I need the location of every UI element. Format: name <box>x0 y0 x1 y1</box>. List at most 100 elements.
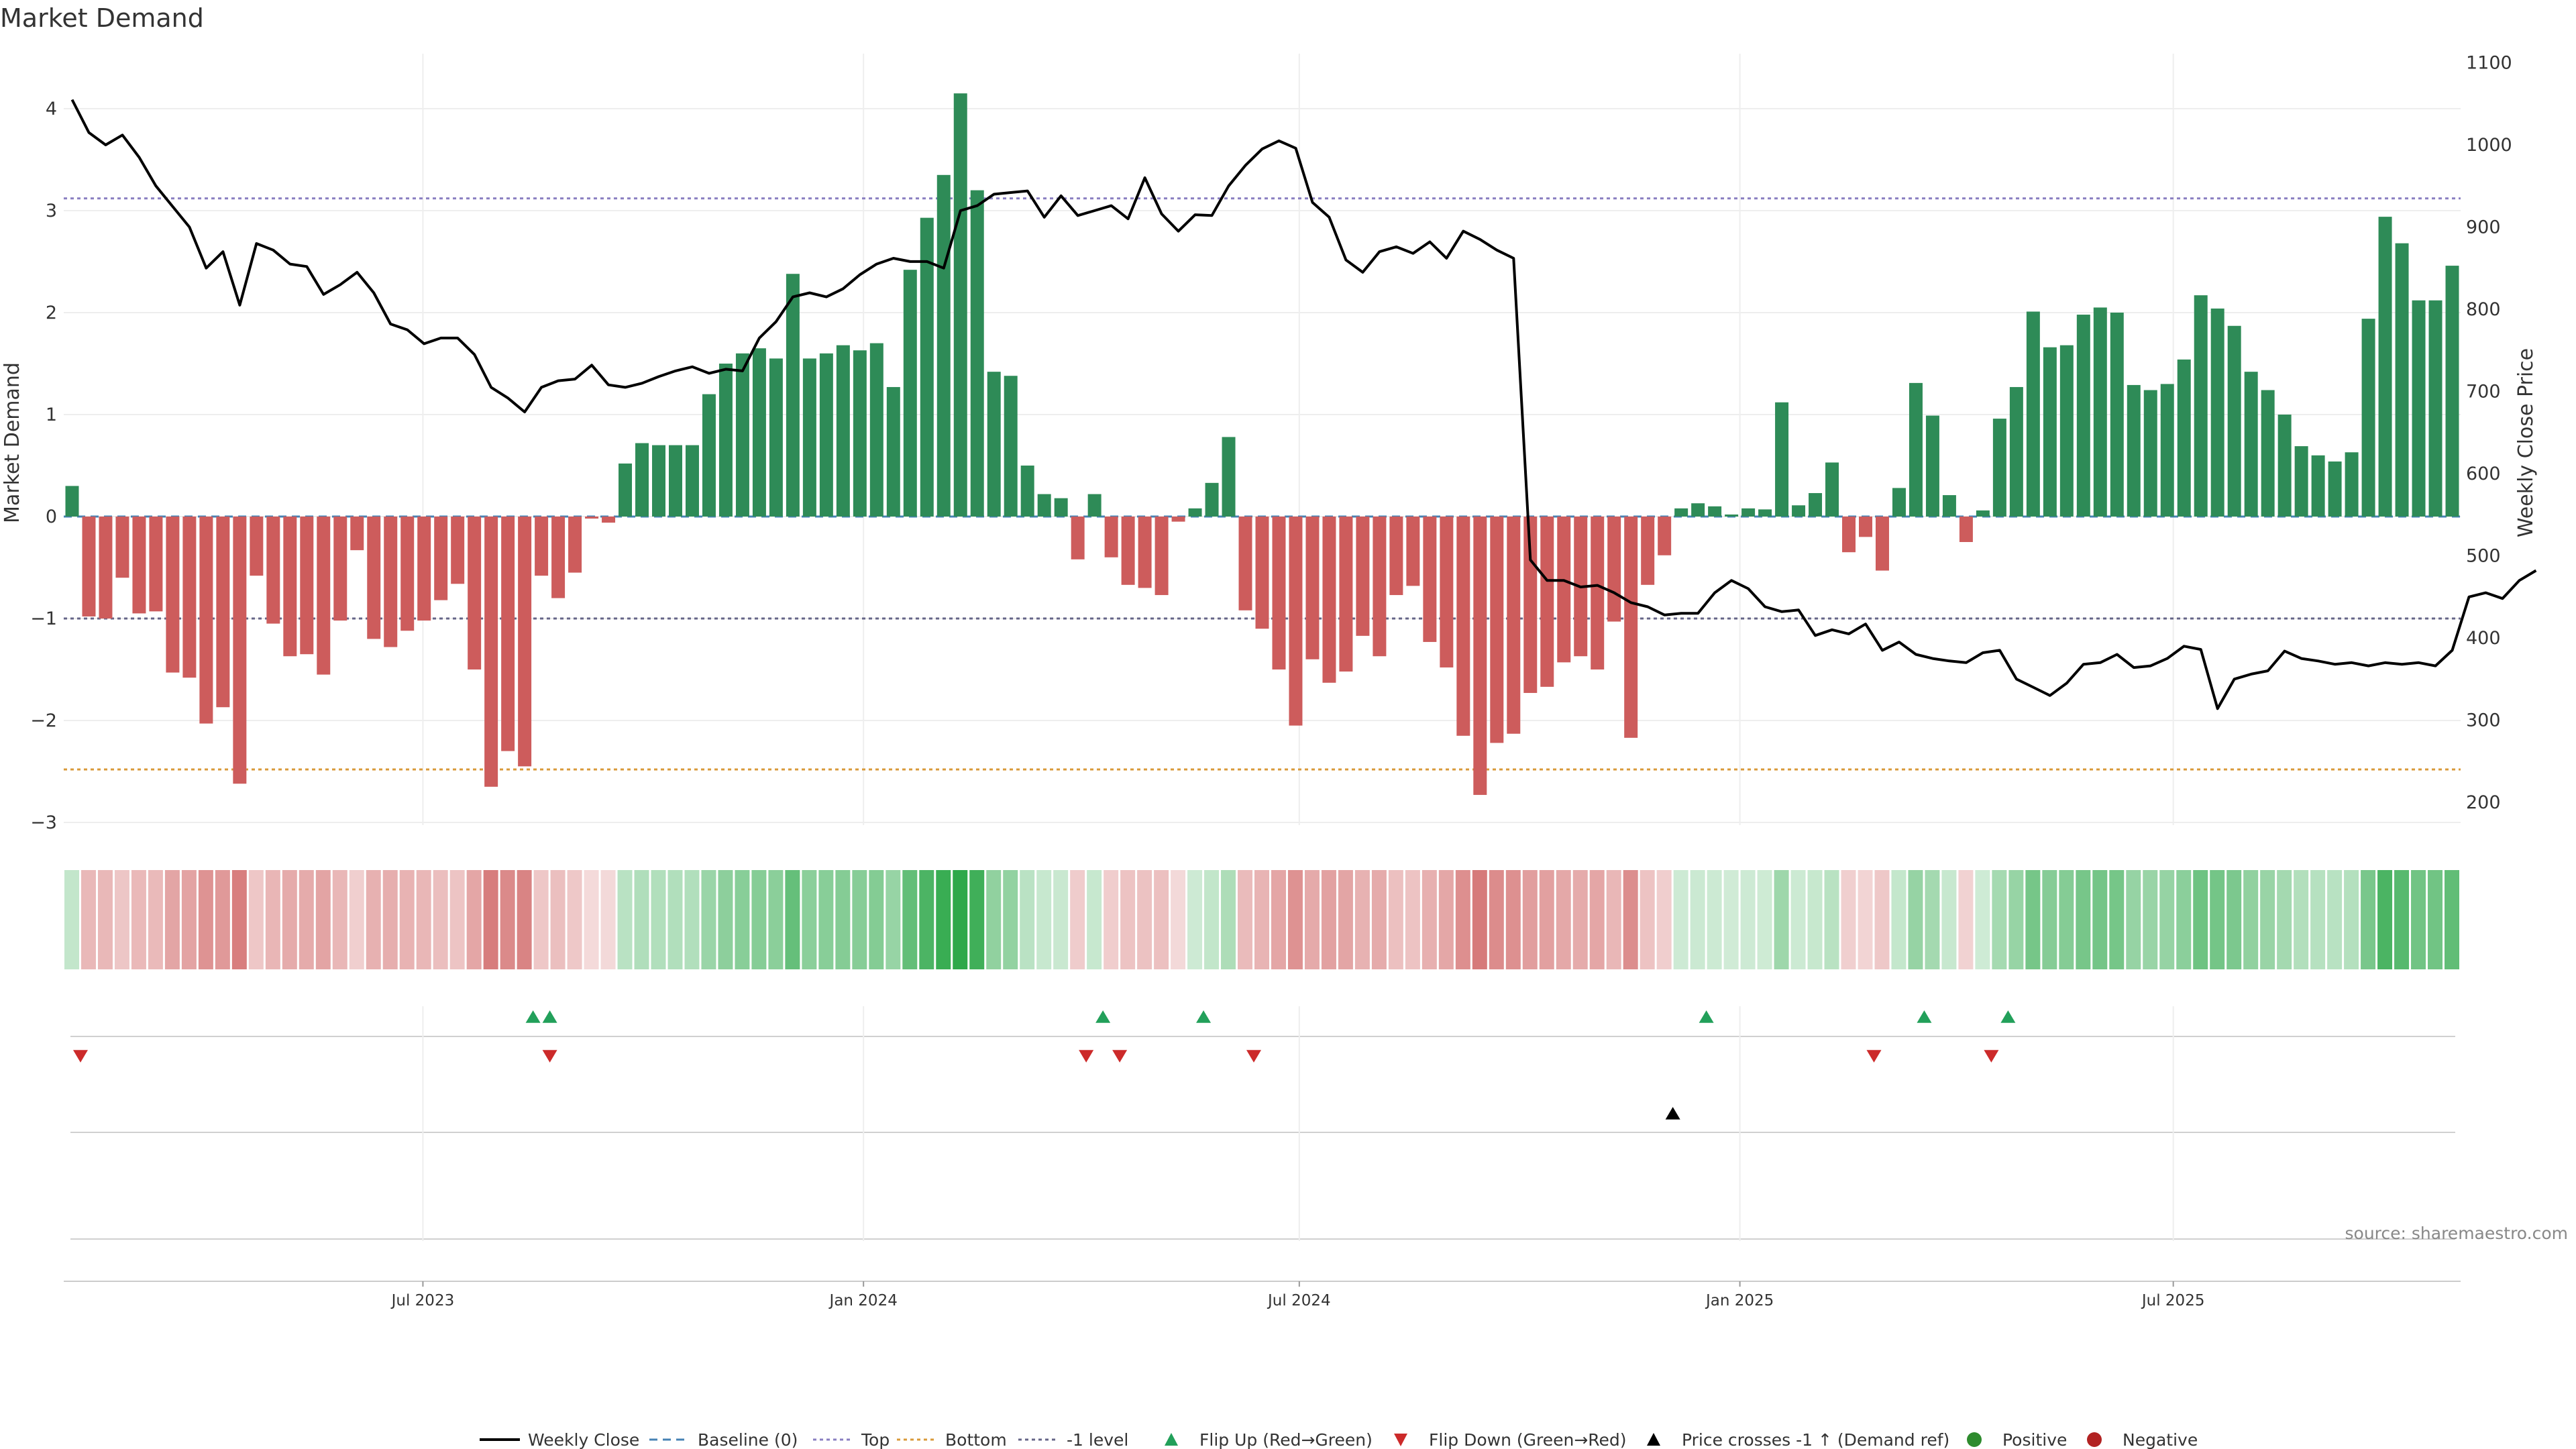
strip-cell <box>1925 870 1940 969</box>
demand-bar <box>1842 517 1856 553</box>
strip-cell <box>1690 870 1705 969</box>
strip-cell <box>751 870 767 969</box>
strip-cell <box>1623 870 1638 969</box>
strip-cell <box>1036 870 1052 969</box>
demand-bar <box>970 190 984 517</box>
demand-bar <box>2076 315 2090 517</box>
strip-cell <box>902 870 918 969</box>
y-right-tick: 200 <box>2466 792 2501 813</box>
demand-bar <box>869 343 883 517</box>
strip-cell <box>517 870 532 969</box>
demand-bar <box>551 517 566 598</box>
strip-cell <box>1154 870 1169 969</box>
demand-bar <box>920 217 934 517</box>
strip-cell <box>1774 870 1789 969</box>
strip-cell <box>2008 870 2024 969</box>
demand-bar <box>819 353 833 517</box>
demand-bar <box>2378 217 2392 517</box>
flip-down-marker <box>542 1050 557 1063</box>
demand-bar <box>635 443 649 517</box>
legend-label-cross: Price crosses -1 ↑ (Demand ref) <box>1682 1430 1949 1449</box>
chart-title: Market Demand <box>0 3 204 33</box>
strip-cell <box>2260 870 2275 969</box>
strip-cell <box>2310 870 2326 969</box>
strip-cell <box>651 870 666 969</box>
legend-label-minus_one: -1 level <box>1067 1430 1128 1449</box>
strip-cell <box>1958 870 1974 969</box>
strip-cell <box>1941 870 1957 969</box>
demand-bar <box>1875 517 1889 571</box>
strip-cell <box>1707 870 1722 969</box>
x-axis: Jul 2023 Jan 2024 Jul 2024 Jan 2025 Jul 2025 <box>64 1281 2461 1309</box>
demand-bar <box>1775 402 1789 517</box>
strip-cell <box>2109 870 2125 969</box>
demand-bar <box>2412 300 2426 517</box>
y-left-tick: 1 <box>46 405 57 425</box>
strip-cell <box>567 870 582 969</box>
strip-cell <box>1338 870 1353 969</box>
y-right-tick: 800 <box>2466 299 2501 320</box>
strip-cell <box>1221 870 1236 969</box>
strip-cell <box>2361 870 2376 969</box>
demand-bar <box>718 364 733 517</box>
flip-up-marker <box>1196 1010 1212 1023</box>
strip-cell <box>1003 870 1018 969</box>
strip-cell <box>1740 870 1756 969</box>
strip-cell <box>248 870 264 969</box>
demand-bar <box>836 345 850 517</box>
strip-cell <box>433 870 448 969</box>
strip-cell <box>1992 870 2007 969</box>
demand-bar <box>350 517 364 551</box>
strip-cell <box>2193 870 2208 969</box>
price-cross-marker <box>1665 1107 1680 1120</box>
strip-cell <box>1891 870 1907 969</box>
y-right-tick: 500 <box>2466 546 2501 567</box>
strip-cell <box>416 870 431 969</box>
legend: Weekly Close Baseline (0) Top Bottom -1 leve… <box>480 1430 2198 1449</box>
strip-cell <box>332 870 347 969</box>
strip-cell <box>701 870 716 969</box>
demand-bar <box>585 517 599 519</box>
legend-label-baseline: Baseline (0) <box>698 1430 798 1449</box>
y-right-tick: 400 <box>2466 628 2501 649</box>
demand-bar <box>802 358 816 517</box>
demand-bar <box>1322 517 1336 683</box>
strip-cell <box>1556 870 1571 969</box>
strip-cell <box>1505 870 1521 969</box>
strip-cell <box>1321 870 1336 969</box>
strip-cell <box>969 870 985 969</box>
demand-bar <box>568 517 582 573</box>
strip-cell <box>181 870 197 969</box>
demand-bar <box>2194 295 2208 517</box>
strip-cell <box>1354 870 1370 969</box>
strip-cell <box>1522 870 1538 969</box>
strip-cell <box>835 870 851 969</box>
strip-cell <box>1874 870 1890 969</box>
demand-bar <box>1607 517 1621 622</box>
strip-cell <box>1640 870 1655 969</box>
strip-cell <box>818 870 834 969</box>
y-right-label: Weekly Close Price <box>2514 348 2538 537</box>
legend-swatch-cross <box>1647 1433 1660 1446</box>
demand-bar <box>886 386 900 517</box>
demand-bar <box>2428 300 2443 517</box>
demand-bar <box>619 463 633 517</box>
y-left-tick: 2 <box>46 303 57 323</box>
demand-bar <box>417 517 431 621</box>
strip-cell <box>198 870 213 969</box>
demand-bar <box>1892 488 1906 517</box>
demand-strip <box>64 870 2459 969</box>
demand-bar <box>1825 462 1839 517</box>
strip-cell <box>2143 870 2158 969</box>
strip-cell <box>1254 870 1269 969</box>
demand-bar <box>1222 437 1236 517</box>
strip-cell <box>1656 870 1672 969</box>
demand-bar <box>367 517 381 639</box>
demand-bar <box>1020 466 1034 517</box>
strip-cell <box>1975 870 1990 969</box>
demand-bar <box>685 445 699 517</box>
demand-bar <box>1942 495 1956 517</box>
y-left-label: Market Demand <box>1 362 24 523</box>
strip-cell <box>936 870 951 969</box>
strip-cell <box>1388 870 1403 969</box>
